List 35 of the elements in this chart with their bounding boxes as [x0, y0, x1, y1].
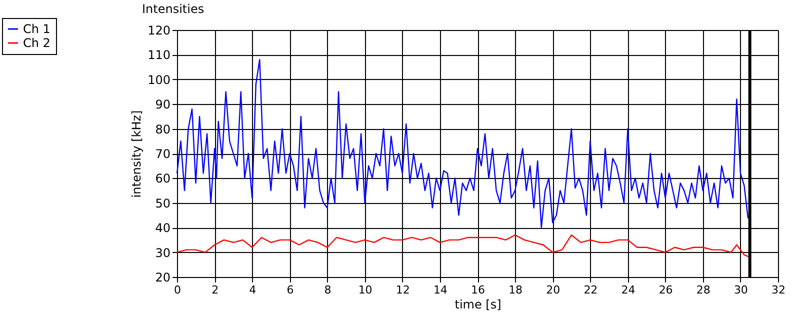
y-tick-label: 110 — [148, 48, 170, 62]
y-tick-label: 50 — [155, 196, 170, 210]
x-tick-label: 4 — [249, 284, 256, 296]
y-tick-label: 40 — [155, 221, 170, 236]
x-tick-label: 32 — [772, 284, 786, 296]
x-tick-label: 20 — [546, 284, 560, 296]
legend-label: Ch 1 — [23, 22, 50, 36]
x-tick-label: 12 — [396, 284, 410, 296]
x-tick-label: 14 — [433, 284, 448, 296]
x-tick-label: 22 — [584, 284, 598, 296]
x-tick-label: 26 — [658, 284, 673, 296]
x-tick-label: 18 — [508, 284, 523, 296]
chart-title: Intensities — [142, 2, 204, 16]
y-tick-label: 60 — [155, 172, 170, 186]
y-tick-label: 100 — [148, 72, 170, 87]
x-tick-label: 30 — [734, 284, 748, 296]
x-tick-label: 2 — [212, 284, 219, 296]
x-tick-label: 24 — [621, 284, 636, 296]
x-tick-label: 6 — [286, 284, 294, 296]
y-tick-label: 90 — [155, 98, 170, 112]
x-axis-title: time [s] — [454, 298, 502, 312]
x-tick-label: 28 — [696, 284, 710, 296]
line-series — [176, 59, 750, 228]
y-tick-label: 70 — [155, 147, 170, 161]
legend-label: Ch 2 — [23, 36, 50, 50]
y-axis-title: intensity [kHz] — [130, 110, 144, 198]
x-tick-label: 0 — [174, 284, 181, 296]
x-tick-label: 16 — [471, 284, 485, 296]
y-tick-label: 80 — [155, 122, 170, 136]
y-tick-label: 20 — [155, 270, 170, 284]
y-tick-label: 30 — [155, 246, 170, 260]
y-tick-label: 120 — [148, 24, 170, 38]
x-tick-label: 10 — [358, 284, 372, 296]
x-tick-label: 8 — [324, 284, 332, 296]
line-series — [176, 234, 750, 258]
